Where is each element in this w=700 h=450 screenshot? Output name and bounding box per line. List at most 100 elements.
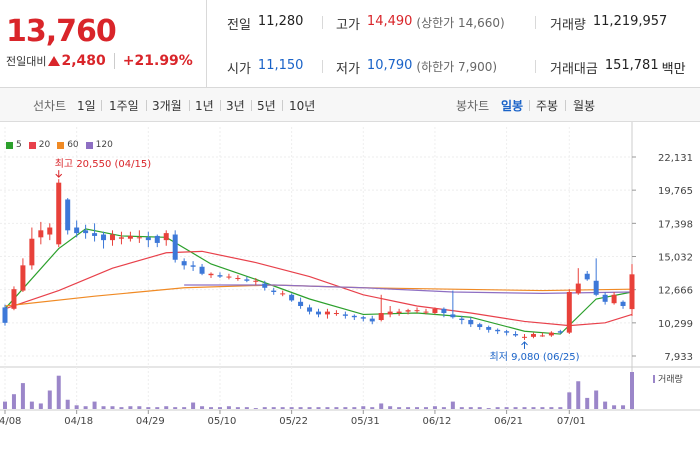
volume: 거래량 11,219,957 [550, 14, 667, 33]
candle-body [127, 235, 133, 239]
volume-label: 거래량 [658, 373, 683, 385]
prev-close: 전일 11,280 [227, 14, 303, 33]
tab-10y[interactable]: 10년 [289, 99, 316, 113]
volume-bar [38, 403, 43, 409]
volume-bar [630, 372, 634, 409]
prev-close-value: 11,280 [257, 14, 304, 29]
y-tick-label: 12,666 [658, 286, 693, 297]
legend-ma120: 120 [85, 140, 113, 150]
volume-bar [594, 390, 599, 409]
volume-bar [334, 407, 339, 409]
volume-bar [504, 407, 509, 409]
candle-body [83, 230, 89, 234]
ma60-line [4, 284, 633, 307]
volume-bar [20, 383, 25, 409]
tab-5y[interactable]: 5년 [257, 99, 276, 113]
high-annotation: 최고 20,550 (04/15) [55, 158, 151, 170]
tab-1d[interactable]: 1일 [77, 99, 96, 113]
volume-bar [388, 406, 393, 409]
volume-bar [423, 407, 428, 409]
volume-value: 11,219,957 [592, 14, 668, 29]
amount-value: 151,781 [604, 58, 659, 73]
tab-monthly[interactable]: 월봉 [573, 99, 596, 113]
volume-bar [379, 403, 384, 409]
volume-bar [486, 408, 491, 409]
candle-body [65, 199, 71, 231]
volume-bar [262, 407, 267, 409]
stats-row-1: 전일 11,280 고가 14,490 (상한가 14,660) 거래량 11,… [208, 0, 700, 44]
divider [282, 100, 283, 111]
volume-bar [441, 407, 446, 409]
quote-header: 13,760 전일대비 2,480 +21.99% 전일 11,280 고가 1… [0, 0, 700, 88]
candle-body [56, 182, 62, 245]
candle-body [20, 265, 26, 291]
volume-bar [459, 407, 464, 409]
low-value: 10,790 [366, 58, 413, 73]
tab-weekly[interactable]: 주봉 [536, 99, 559, 113]
tab-3m[interactable]: 3개월 [152, 99, 182, 113]
candle-body [504, 331, 510, 333]
candle-body [11, 289, 17, 309]
high-price: 고가 14,490 (상한가 14,660) [336, 14, 505, 33]
volume-bar [146, 407, 151, 409]
volume-bar [173, 407, 178, 409]
volume-bar [361, 406, 366, 409]
candle-body [602, 294, 608, 302]
candle-body [432, 308, 438, 314]
open-value: 11,150 [257, 58, 304, 73]
volume-bar [253, 408, 258, 409]
change-label: 전일대비 [6, 55, 47, 68]
tab-1y[interactable]: 1년 [195, 99, 214, 113]
y-tick-label: 22,131 [658, 153, 693, 164]
y-tick-label: 10,299 [658, 319, 693, 330]
x-tick-label: 05/10 [208, 416, 237, 427]
volume-bar [316, 407, 321, 409]
volume-bar [531, 407, 536, 409]
candle-body [629, 274, 635, 310]
candle-body [2, 307, 8, 323]
ma5-line [4, 228, 633, 335]
divider [101, 100, 102, 111]
legend-ma20: 20 [28, 140, 50, 150]
x-tick-label: 04/08 [0, 416, 21, 427]
candle-body [342, 314, 348, 316]
legend-ma5: 5 [6, 140, 22, 150]
candle-body [154, 235, 160, 243]
legend-swatch-ma60 [57, 141, 65, 149]
candle-body [145, 237, 151, 241]
volume-bar [101, 406, 106, 409]
volume-bar [164, 406, 169, 409]
legend-swatch-ma5 [6, 141, 13, 149]
change-percent: +21.99% [113, 53, 193, 69]
volume-bar [558, 407, 563, 409]
x-tick-label: 05/31 [351, 416, 380, 427]
volume-bar [432, 406, 437, 409]
volume-bar [29, 401, 34, 409]
candle-body [163, 233, 169, 241]
divider [529, 100, 530, 111]
tab-3y[interactable]: 3년 [226, 99, 245, 113]
candle-body [369, 318, 375, 322]
candle-body [47, 227, 53, 235]
candle-body [378, 313, 384, 321]
candle-body [566, 291, 572, 333]
tab-daily[interactable]: 일봉 [501, 99, 524, 113]
candle-body [289, 294, 295, 301]
volume-bar [92, 401, 97, 409]
prev-close-label: 전일 [227, 18, 251, 33]
tab-1w[interactable]: 1주일 [109, 99, 139, 113]
candle-body [584, 273, 590, 280]
candle-body [208, 273, 214, 276]
amount-label: 거래대금 [550, 62, 598, 77]
volume-bar [325, 407, 330, 409]
divider [146, 100, 147, 111]
volume-legend-swatch [653, 375, 655, 383]
divider [189, 100, 190, 111]
candle-body [217, 275, 223, 277]
low-label: 저가 [336, 62, 360, 77]
divider [220, 100, 221, 111]
high-value: 14,490 [366, 14, 413, 29]
candle-body [118, 237, 124, 239]
x-tick-label: 05/22 [279, 416, 308, 427]
